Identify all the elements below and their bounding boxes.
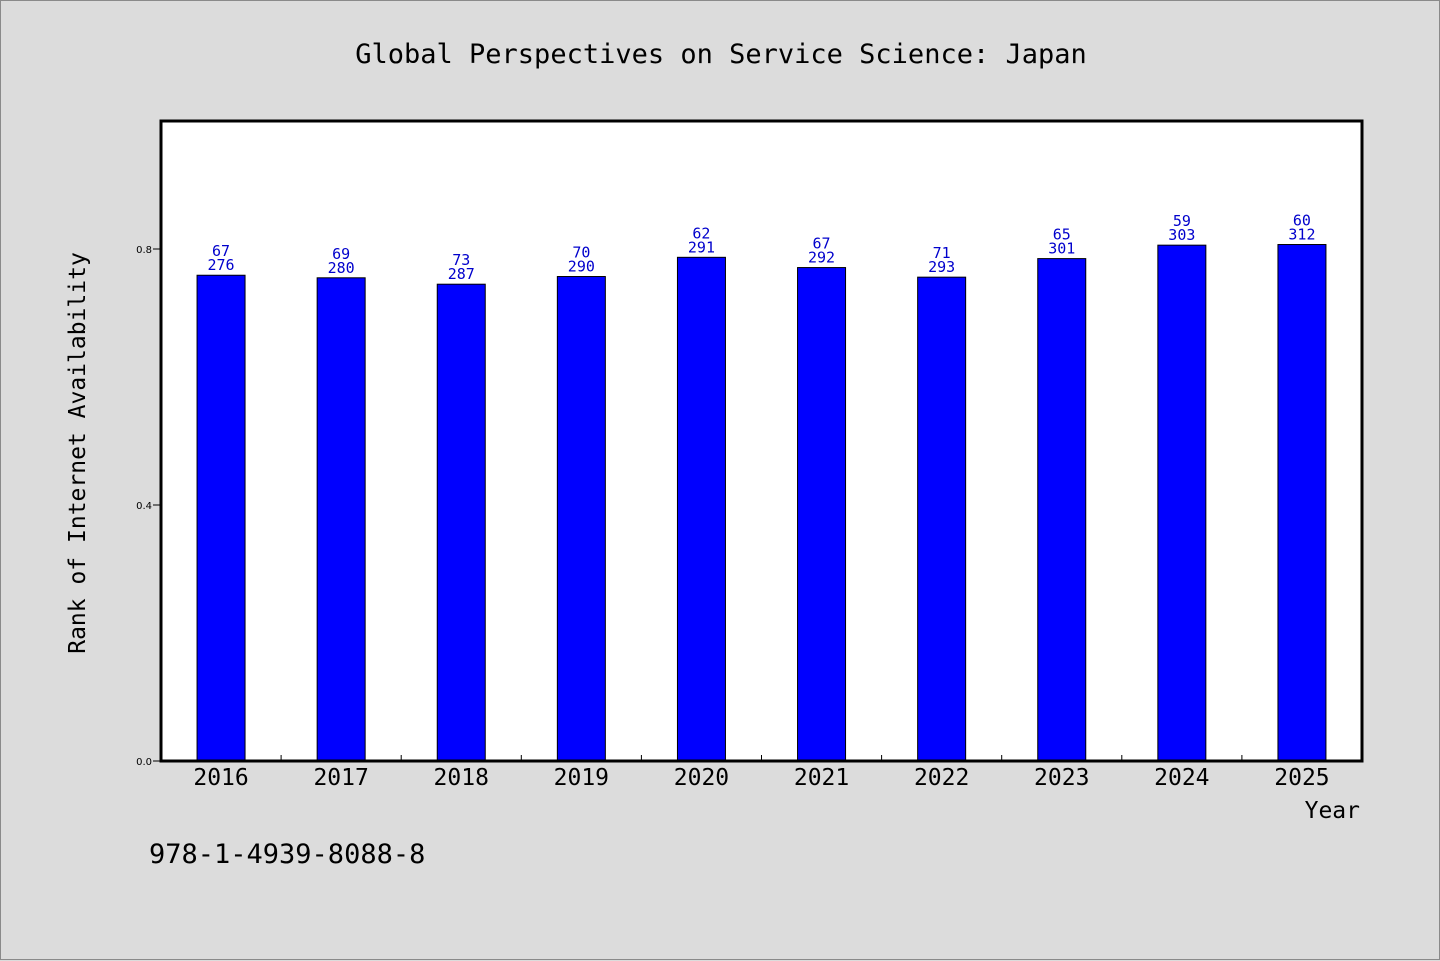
bar [676, 256, 726, 762]
data-label-value: 303 [1168, 226, 1195, 244]
data-label-value: 301 [1048, 240, 1075, 258]
data-label-rank: 67 [813, 235, 831, 253]
x-tick-label: 2024 [1154, 765, 1209, 791]
data-label-value: 280 [328, 259, 355, 277]
x-tick-label: 2019 [554, 765, 609, 791]
y-axis: 0.0 0.4 0.8 [136, 245, 161, 768]
x-tick-label: 2022 [914, 765, 969, 791]
y-tick-label: 0.4 [136, 501, 152, 512]
bar [1277, 244, 1327, 762]
data-label-rank: 59 [1173, 212, 1191, 230]
x-tick-label: 2021 [794, 765, 849, 791]
data-label-rank: 65 [1053, 226, 1071, 244]
plot-frame [159, 119, 1364, 763]
x-tick-label: 2017 [313, 765, 368, 791]
x-tick-label: 2016 [193, 765, 248, 791]
y-tick-label: 0.0 [136, 757, 152, 768]
chart-title: Global Perspectives on Service Science: … [355, 39, 1087, 70]
y-axis-label: Rank of Internet Availability [65, 252, 91, 654]
x-tick-label: 2020 [674, 765, 729, 791]
x-axis-label: Year [1305, 798, 1360, 824]
y-tick-label: 0.8 [136, 245, 152, 256]
data-label-rank: 62 [692, 224, 710, 242]
bar [196, 274, 246, 762]
x-axis: 2016 2017 2018 2019 2020 2021 2022 2023 2024 2025 [193, 755, 1330, 791]
data-label-rank: 73 [452, 251, 470, 269]
data-label-value: 293 [928, 258, 955, 276]
bar [917, 276, 967, 762]
data-label-value: 312 [1288, 226, 1315, 244]
data-label-value: 291 [688, 238, 715, 256]
x-tick-label: 2025 [1274, 765, 1329, 791]
data-label-rank: 69 [332, 245, 350, 263]
x-tick-label: 2023 [1034, 765, 1089, 791]
footnote-isbn: 978-1-4939-8088-8 [149, 839, 425, 870]
data-label-rank: 67 [212, 242, 230, 260]
data-label-value: 290 [568, 258, 595, 276]
data-label-value: 276 [208, 256, 235, 274]
bar [436, 283, 486, 762]
bar [1157, 244, 1207, 762]
data-label-value: 292 [808, 249, 835, 267]
bar [556, 276, 606, 762]
data-label-rank: 70 [572, 244, 590, 262]
bar-series [196, 244, 1327, 762]
x-tick-label: 2018 [434, 765, 489, 791]
data-label-rank: 60 [1293, 212, 1311, 230]
bar [1037, 258, 1087, 762]
data-label-rank: 71 [933, 244, 951, 262]
bar [797, 267, 847, 762]
bar [316, 277, 366, 762]
data-label-value: 287 [448, 265, 475, 283]
